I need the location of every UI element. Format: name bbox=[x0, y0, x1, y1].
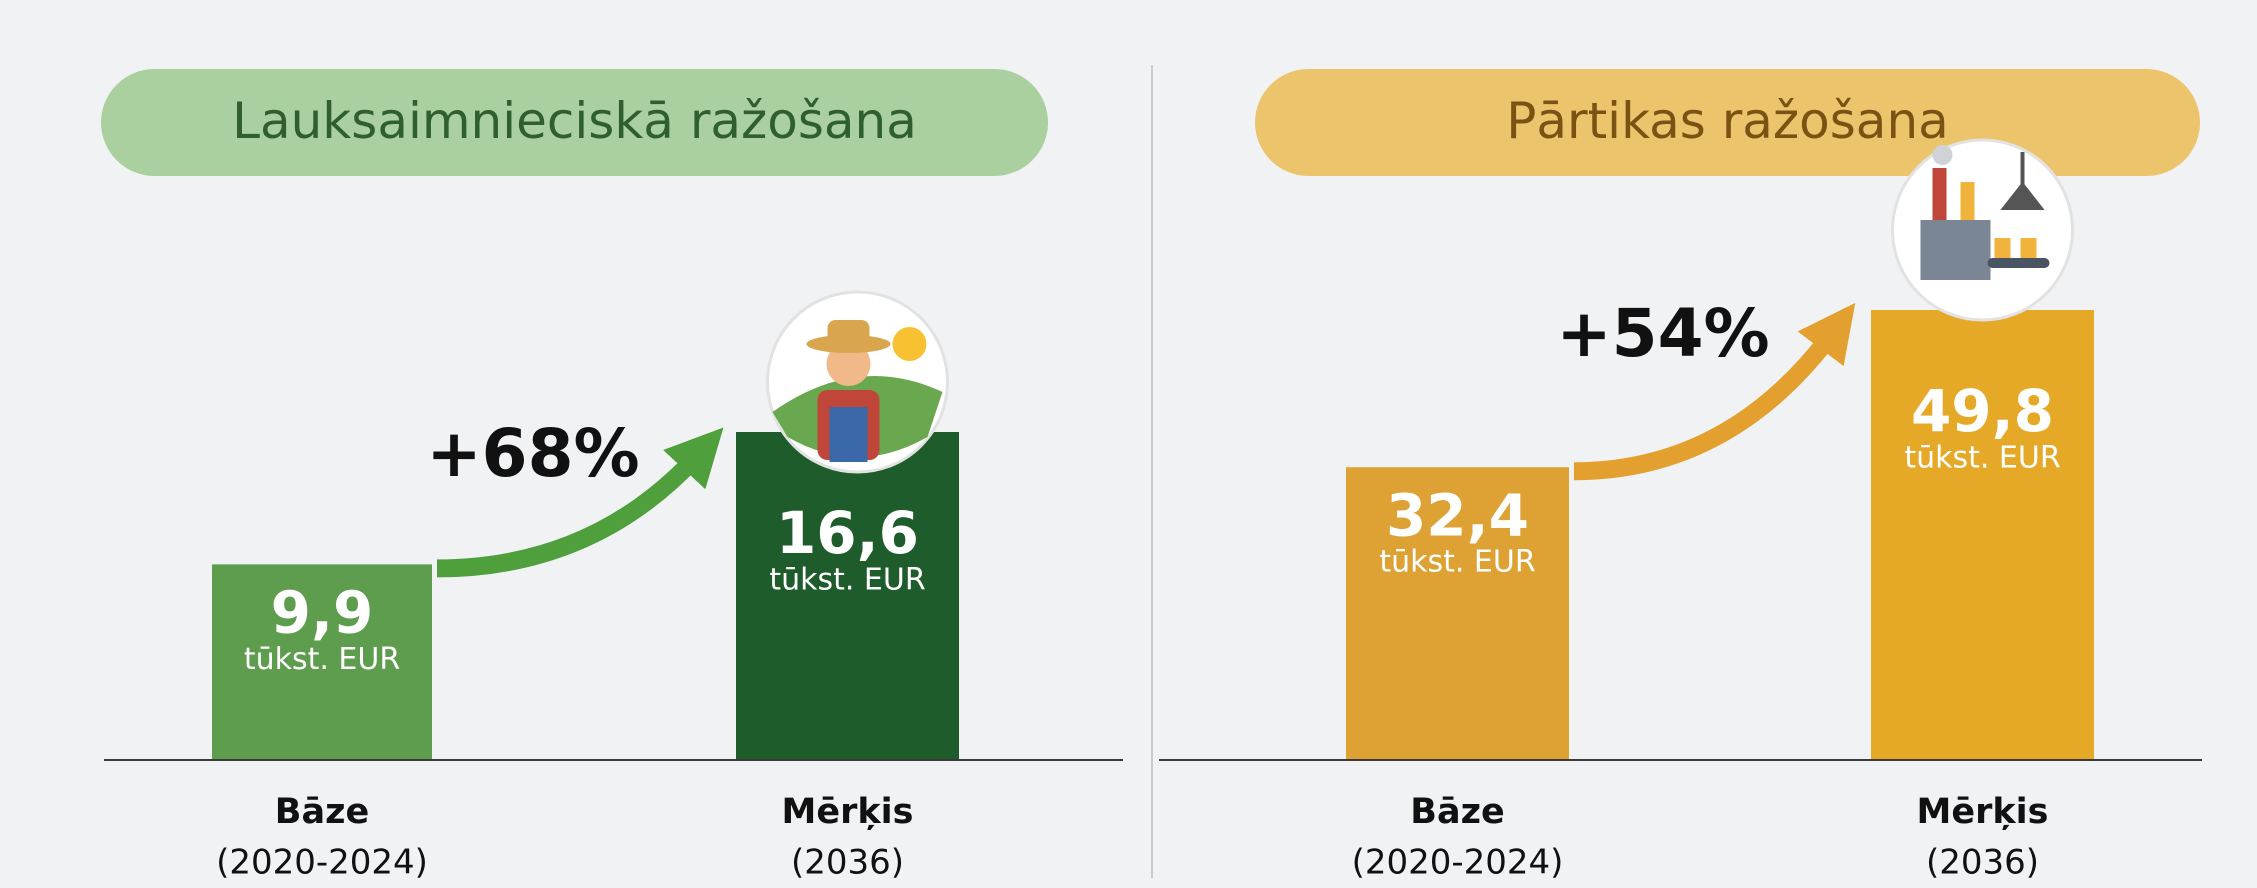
title-pill bbox=[101, 69, 1048, 176]
icon-head bbox=[826, 342, 871, 386]
category-note: (2020-2024) bbox=[1352, 843, 1564, 883]
value-label: 32,4 bbox=[1386, 481, 1529, 549]
value-label: 49,8 bbox=[1911, 377, 2054, 445]
category-note: (2020-2024) bbox=[216, 843, 428, 883]
icon-smoke bbox=[1932, 145, 1953, 165]
bar bbox=[1346, 467, 1569, 760]
growth-annotation: +68% bbox=[426, 415, 639, 492]
value-label: 16,6 bbox=[776, 499, 919, 567]
icon-box bbox=[2020, 238, 2037, 258]
category-note: (2036) bbox=[1926, 843, 2039, 883]
bar bbox=[212, 564, 432, 760]
value-unit: tūkst. EUR bbox=[244, 642, 400, 677]
value-unit: tūkst. EUR bbox=[769, 563, 925, 598]
growth-arrow bbox=[1573, 302, 1856, 481]
growth-annotation: +54% bbox=[1556, 295, 1769, 372]
value-label: 9,9 bbox=[271, 578, 374, 646]
icon-hat-top bbox=[827, 320, 870, 345]
chart-title: Lauksaimnieciskā ražošana bbox=[232, 92, 917, 150]
icon-chimney bbox=[1960, 182, 1975, 220]
category-note: (2036) bbox=[791, 843, 904, 883]
category-label: Mērķis bbox=[782, 792, 914, 832]
category-label: Mērķis bbox=[1917, 792, 2049, 832]
growth-arrow bbox=[436, 427, 724, 578]
icon-belt bbox=[1987, 258, 2050, 268]
icon-chimney bbox=[1932, 168, 1947, 220]
bar bbox=[736, 432, 959, 760]
icon-lamp bbox=[2000, 152, 2045, 210]
icon-overalls bbox=[829, 407, 868, 462]
bar bbox=[1871, 310, 2094, 760]
chart-title: Pārtikas ražošana bbox=[1506, 92, 1949, 150]
category-label: Bāze bbox=[1410, 792, 1504, 832]
icon-sun bbox=[892, 327, 927, 361]
value-unit: tūkst. EUR bbox=[1904, 441, 2060, 476]
icon-factory bbox=[1920, 220, 1991, 280]
value-unit: tūkst. EUR bbox=[1379, 545, 1535, 580]
category-label: Bāze bbox=[275, 792, 369, 832]
icon-box bbox=[1994, 238, 2011, 258]
